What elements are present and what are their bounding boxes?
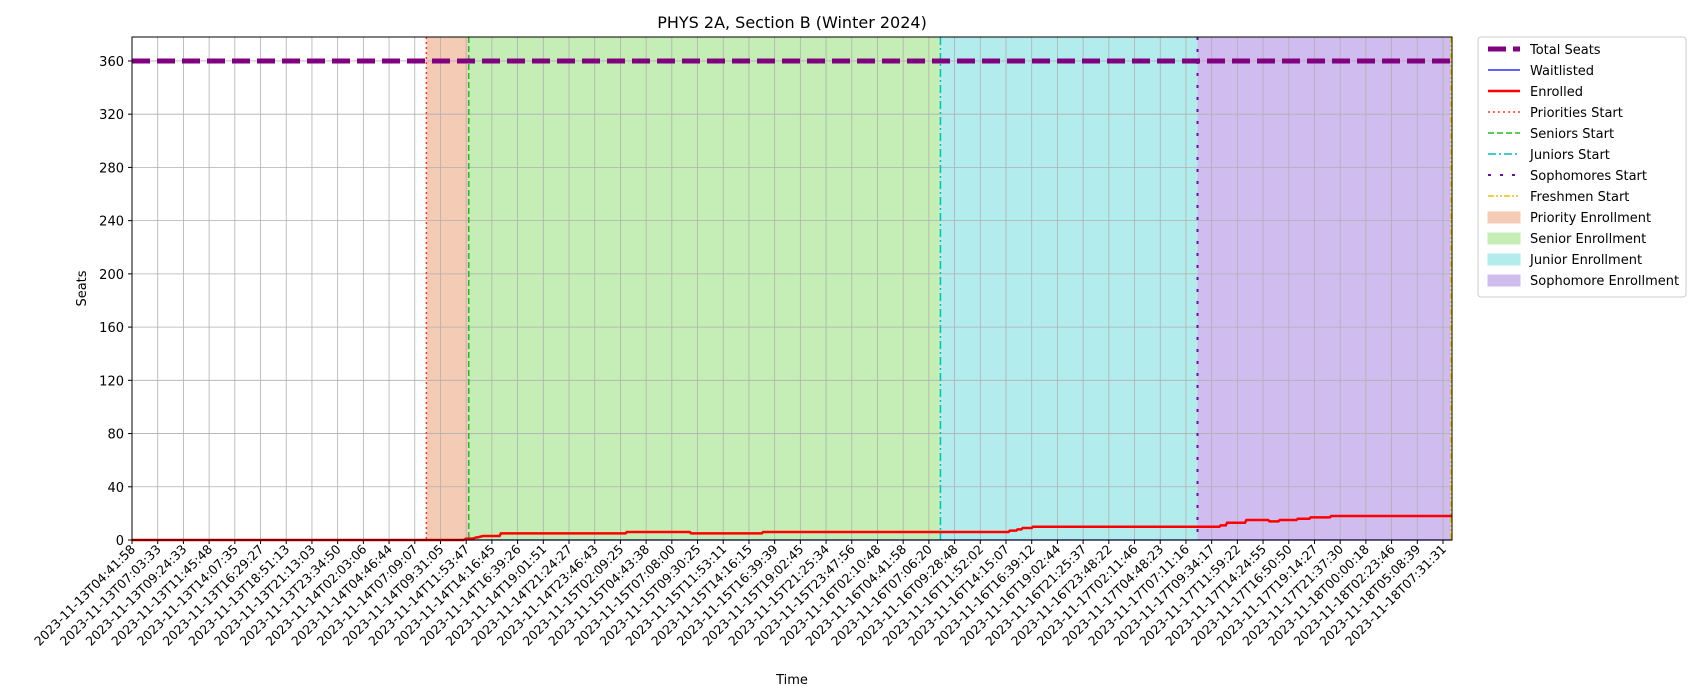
- span-0: [426, 37, 469, 540]
- y-axis-ticks: 0 40 80 120 160 200 240 280 320 360: [99, 55, 132, 549]
- legend-label-5: Juniors Start: [1529, 148, 1610, 163]
- legend-label-2: Enrolled: [1530, 85, 1583, 100]
- y-tick-label-8: 320: [99, 108, 124, 123]
- y-tick-label-0: 0: [116, 534, 124, 549]
- span-1: [468, 37, 941, 540]
- legend-handle-8: [1487, 211, 1521, 224]
- legend-label-3: Priorities Start: [1530, 106, 1623, 121]
- legend-label-8: Priority Enrollment: [1530, 211, 1651, 226]
- y-tick-label-9: 360: [99, 55, 124, 70]
- y-tick-label-7: 280: [99, 161, 124, 176]
- legend-box: [1477, 36, 1687, 298]
- x-axis-label: Time: [775, 673, 808, 688]
- y-tick-label-2: 80: [107, 428, 124, 443]
- legend-label-6: Sophomores Start: [1530, 169, 1647, 184]
- span-3: [1197, 37, 1451, 540]
- y-tick-label-3: 120: [99, 374, 124, 389]
- y-tick-label-1: 40: [107, 481, 124, 496]
- span-2: [940, 37, 1198, 540]
- legend: Total Seats Waitlisted Enrolled Priorities …: [1477, 36, 1687, 298]
- legend-label-0: Total Seats: [1529, 43, 1601, 58]
- y-tick-label-6: 240: [99, 215, 124, 230]
- legend-label-4: Seniors Start: [1530, 127, 1614, 142]
- x-axis-ticks: 2023-11-13T04:41:582023-11-13T07:03:3320…: [31, 540, 1449, 649]
- y-axis-label: Seats: [75, 270, 90, 306]
- legend-label-11: Sophomore Enrollment: [1530, 274, 1679, 289]
- y-tick-label-4: 160: [99, 321, 124, 336]
- chart-title: PHYS 2A, Section B (Winter 2024): [657, 13, 927, 32]
- plot-frame: [131, 36, 1453, 541]
- legend-handle-11: [1487, 274, 1521, 287]
- legend-label-10: Junior Enrollment: [1529, 253, 1642, 268]
- legend-label-9: Senior Enrollment: [1530, 232, 1646, 247]
- legend-label-7: Freshmen Start: [1530, 190, 1629, 205]
- legend-label-1: Waitlisted: [1530, 64, 1594, 79]
- phase-start-lines: [425, 37, 1452, 540]
- grid: [131, 37, 1452, 541]
- series-line-2: [132, 514, 1452, 542]
- y-tick-label-5: 200: [99, 268, 124, 283]
- legend-handle-10: [1487, 253, 1521, 266]
- enrollment-periods: [426, 37, 1451, 540]
- legend-handle-9: [1487, 232, 1521, 245]
